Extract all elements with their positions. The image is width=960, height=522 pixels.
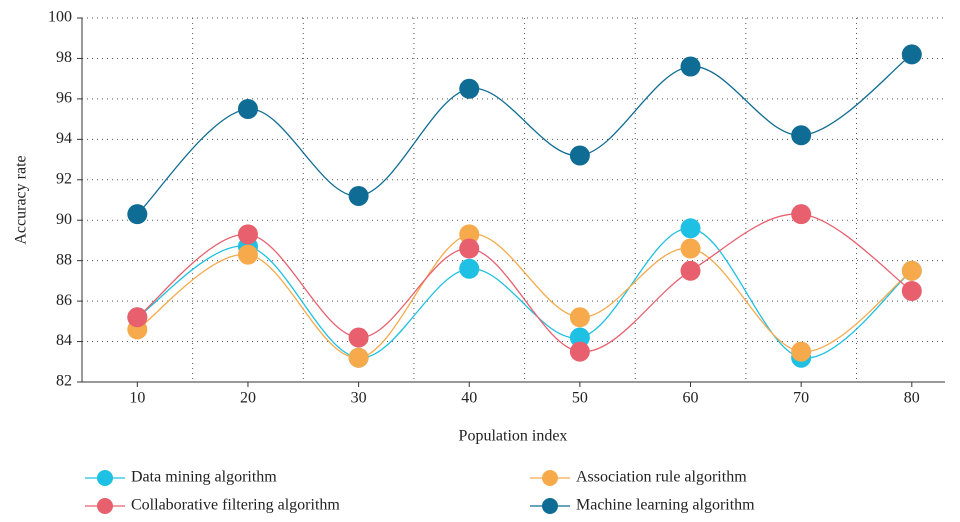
x-tick-label: 70 (793, 390, 809, 407)
point (237, 99, 258, 119)
point (127, 307, 148, 328)
legend-label: Collaborative filtering algorithm (131, 497, 340, 514)
point (680, 238, 701, 259)
y-tick-label: 98 (56, 49, 72, 66)
series-line (136, 233, 913, 359)
point (791, 341, 812, 362)
x-tick-label: 20 (240, 390, 256, 407)
point (348, 327, 369, 348)
legend-label: Association rule algorithm (576, 469, 747, 486)
point (459, 258, 480, 279)
legend-label: Data mining algorithm (131, 469, 277, 486)
point (569, 145, 590, 166)
x-axis-label: Population index (459, 428, 568, 445)
point (791, 125, 812, 146)
y-tick-label: 100 (48, 9, 72, 26)
y-tick-label: 82 (56, 373, 72, 390)
legend-item: Machine learning algorithm (530, 497, 755, 514)
point (459, 224, 480, 245)
point (569, 307, 590, 328)
x-tick-label: 40 (461, 390, 477, 407)
point (459, 238, 480, 259)
x-tick-label: 10 (129, 390, 145, 407)
point (569, 341, 590, 362)
point (348, 347, 369, 368)
x-tick-label: 80 (904, 390, 920, 407)
series-line (136, 213, 913, 353)
point (127, 204, 148, 225)
point (459, 78, 480, 99)
y-tick-label: 90 (56, 211, 72, 228)
legend-marker (542, 498, 558, 514)
point (901, 260, 922, 281)
point (348, 185, 369, 206)
point (680, 56, 701, 77)
x-tick-label: 50 (572, 390, 588, 407)
y-axis-label: Accuracy rate (13, 155, 30, 244)
legend-item: Data mining algorithm (85, 469, 277, 486)
y-tick-label: 86 (56, 292, 72, 309)
y-tick-label: 94 (56, 130, 72, 147)
y-tick-label: 96 (56, 90, 72, 107)
x-tick-label: 60 (683, 390, 699, 407)
legend-marker (97, 470, 113, 486)
legend-label: Machine learning algorithm (576, 497, 755, 514)
point (901, 281, 922, 301)
point (901, 44, 922, 65)
x-tick-label: 30 (351, 390, 367, 407)
point (680, 218, 701, 239)
point (237, 244, 258, 265)
legend-item: Association rule algorithm (530, 469, 747, 486)
series-line (136, 53, 913, 215)
y-tick-label: 88 (56, 251, 72, 268)
point (791, 204, 812, 225)
point (237, 224, 258, 245)
y-tick-label: 92 (56, 170, 72, 187)
point (569, 327, 590, 348)
legend-marker (97, 498, 113, 514)
legend-marker (542, 470, 558, 486)
series-line (136, 227, 913, 359)
y-tick-label: 84 (56, 332, 72, 349)
point (680, 260, 701, 281)
legend-item: Collaborative filtering algorithm (85, 497, 340, 514)
